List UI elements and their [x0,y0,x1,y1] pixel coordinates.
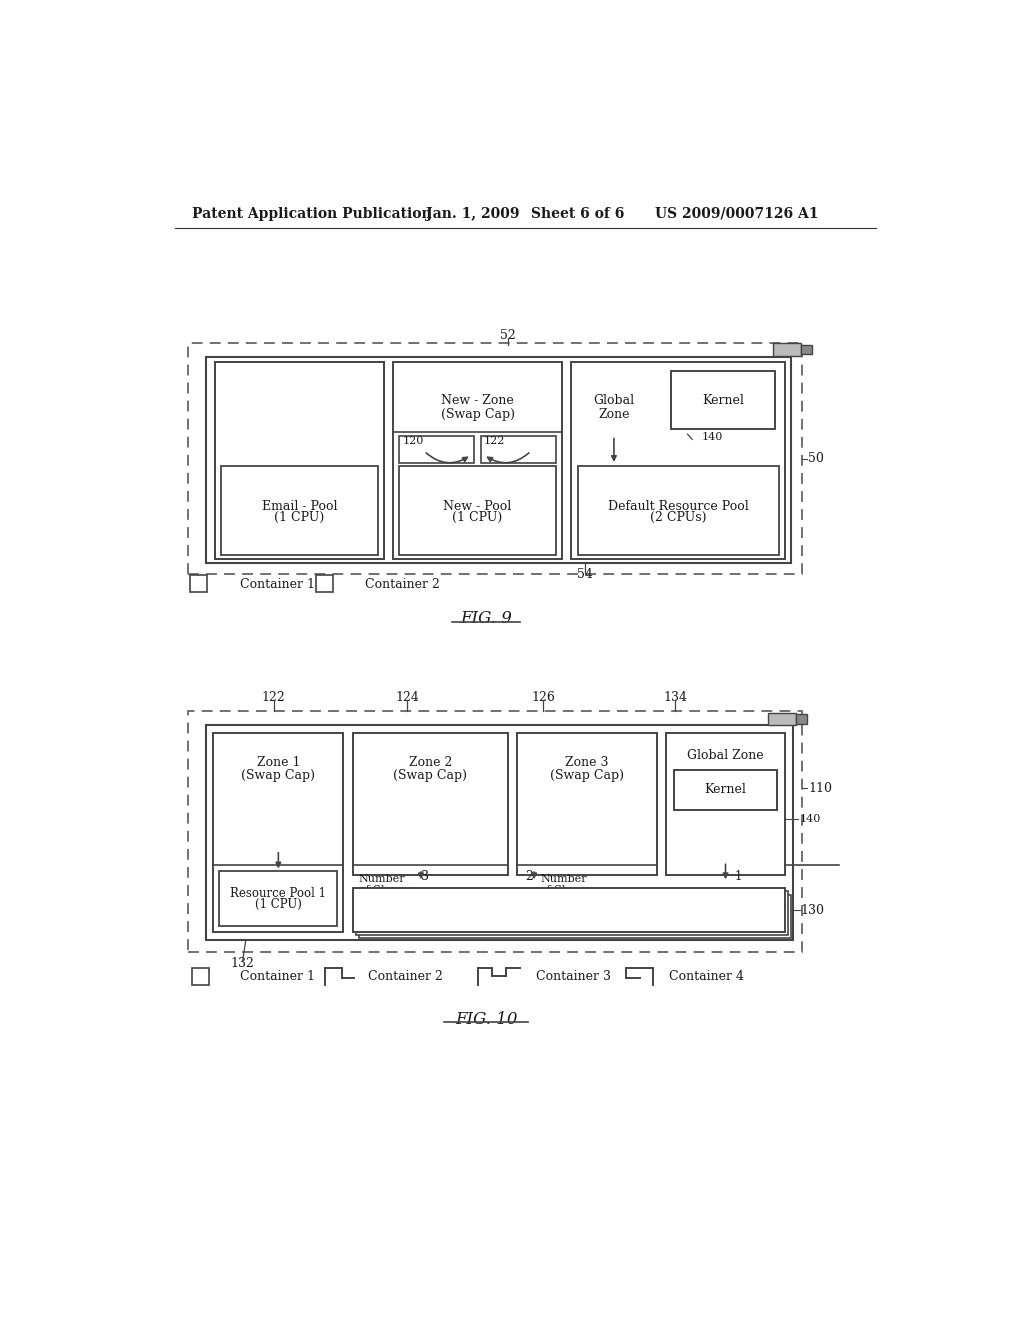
Text: Kernel: Kernel [705,783,746,796]
Text: 140: 140 [799,814,820,824]
Bar [359,895,792,939]
Text: 56: 56 [231,436,246,446]
Bar [352,888,785,932]
Text: (Swap Cap): (Swap Cap) [440,408,514,421]
Text: Container 2: Container 2 [366,578,440,591]
Bar [206,358,791,562]
Text: 130: 130 [801,904,824,917]
Text: FIG. 9: FIG. 9 [460,610,512,627]
Bar [796,714,807,723]
Bar [190,576,207,591]
Text: Number: Number [359,874,406,884]
Bar [356,891,788,936]
Bar [399,466,556,554]
Text: (Swap Cap): (Swap Cap) [242,768,315,781]
Text: New - Pool: New - Pool [443,500,512,513]
Text: (1 CPU): (1 CPU) [274,511,325,524]
Text: Zone 1: Zone 1 [257,755,300,768]
Text: (3 CPUs): (3 CPUs) [541,909,597,923]
Text: 54: 54 [578,568,593,581]
Text: Zone 3: Zone 3 [565,755,608,768]
Text: 50: 50 [809,453,824,465]
Text: Container 1: Container 1 [241,970,315,983]
Text: (Swap Cap): (Swap Cap) [393,768,467,781]
Bar [188,711,802,952]
Bar [302,436,378,554]
Bar [215,363,384,558]
Text: Patent Application Publication: Patent Application Publication [191,207,431,220]
Bar [393,363,562,558]
Text: of Shares: of Shares [541,884,594,895]
Bar [188,343,802,574]
Text: 120: 120 [402,436,424,446]
Text: 140: 140 [701,432,723,442]
Text: Zone 2: Zone 2 [409,755,452,768]
Text: 122: 122 [483,436,505,446]
Text: 122: 122 [262,690,286,704]
Text: (1 CPU): (1 CPU) [453,511,503,524]
Text: Jan. 1, 2009: Jan. 1, 2009 [426,207,520,220]
Bar [215,363,384,558]
Text: 3: 3 [421,870,429,883]
Text: Container 1: Container 1 [241,578,315,591]
Text: 124: 124 [395,690,419,704]
Text: 2: 2 [524,870,532,883]
Text: Default Resource Pool: Default Resource Pool [499,899,639,911]
Text: Email - Pool: Email - Pool [261,500,337,513]
Text: 126: 126 [531,690,555,704]
Bar [352,733,508,875]
Text: (Swap Cap): (Swap Cap) [262,408,336,421]
Bar [773,343,801,355]
Text: 58: 58 [307,436,322,446]
Text: Global: Global [593,395,635,408]
Bar [674,770,777,810]
Bar [191,969,209,985]
Text: Number: Number [541,874,587,884]
Bar [399,436,474,462]
Bar [666,733,785,875]
Text: 1: 1 [735,870,742,883]
Text: New - Zone: New - Zone [441,395,514,408]
Text: US 2009/0007126 A1: US 2009/0007126 A1 [655,207,818,220]
Bar [219,871,337,927]
Bar [206,725,793,940]
Bar [315,576,333,591]
Bar [517,733,656,875]
Bar [221,466,378,554]
Text: 110: 110 [809,781,833,795]
Text: FIG. 10: FIG. 10 [455,1011,517,1028]
Bar [213,733,343,932]
Text: Email - Zone: Email - Zone [259,395,339,408]
Text: (Swap Cap): (Swap Cap) [550,768,624,781]
Text: Sheet 6 of 6: Sheet 6 of 6 [531,207,625,220]
Text: 52: 52 [500,329,516,342]
Bar [221,436,296,554]
Text: Default Resource Pool: Default Resource Pool [608,499,749,512]
Bar [671,371,775,429]
Text: (1 CPU): (1 CPU) [255,899,302,911]
Text: Kernel: Kernel [701,393,743,407]
Text: Resource Pool 1: Resource Pool 1 [230,887,327,900]
Text: Zone: Zone [598,408,630,421]
Text: Container 2: Container 2 [369,970,443,983]
Bar [480,436,556,462]
Bar [578,466,779,554]
Text: Container 3: Container 3 [536,970,610,983]
Bar [768,713,796,725]
Bar [571,363,785,558]
Text: 132: 132 [230,957,255,970]
Text: of Shares: of Shares [359,884,413,895]
Bar [801,345,812,354]
Text: 134: 134 [664,690,687,704]
Text: Global Zone: Global Zone [687,750,764,763]
Text: (2 CPUs): (2 CPUs) [650,511,707,524]
Text: Container 4: Container 4 [669,970,744,983]
